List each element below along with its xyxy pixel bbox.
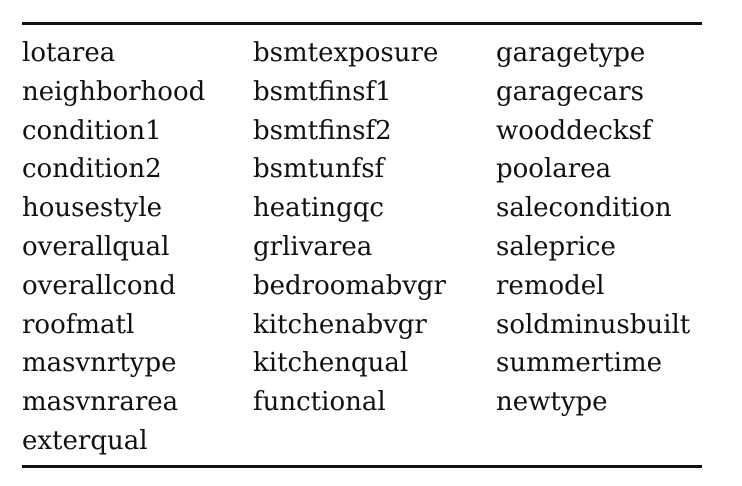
table-cell: neighborhood — [22, 76, 206, 107]
table-cell: lotarea — [22, 38, 116, 68]
table-cell: masvnrtype — [22, 348, 177, 379]
table-cell: summertime — [496, 348, 663, 379]
table-cell: poolarea — [496, 154, 612, 185]
table-cell: wooddecksf — [496, 115, 652, 146]
table-cell: housestyle — [22, 193, 163, 224]
table-cell: kitchenqual — [253, 348, 409, 379]
table-cell: bsmtfinsf1 — [253, 76, 392, 107]
table-cell: saleprice — [496, 231, 616, 262]
table-cell: newtype — [496, 387, 608, 418]
table-cell: bedroomabvgr — [253, 270, 446, 301]
table-cell: kitchenabvgr — [253, 309, 427, 340]
table-column-1: lotarea neighborhood condition1 conditio… — [22, 34, 205, 461]
table-cell: salecondition — [496, 193, 672, 224]
table-cell: masvnrarea — [22, 387, 179, 418]
table-bottom-rule — [22, 465, 702, 468]
table-cell: overallcond — [22, 270, 176, 301]
table-cell: bsmtunfsf — [253, 154, 385, 185]
table-cell: bsmtexposure — [253, 38, 439, 68]
table-cell: bsmtfinsf2 — [253, 115, 392, 146]
table-cell: heatingqc — [253, 193, 384, 224]
table-cell: remodel — [496, 270, 605, 301]
table-cell: functional — [253, 387, 386, 418]
table-cell: garagecars — [496, 76, 644, 107]
table-cell: soldminusbuilt — [496, 309, 691, 340]
table-cell: overallqual — [22, 231, 170, 262]
table-column-3: garagetype garagecars wooddecksf poolare… — [496, 34, 690, 422]
table-top-rule — [22, 22, 702, 25]
table-column-2: bsmtexposure bsmtfinsf1 bsmtfinsf2 bsmtu… — [253, 34, 446, 422]
table-cell: grlivarea — [253, 231, 373, 262]
table-cell: condition1 — [22, 115, 162, 146]
table-cell: garagetype — [496, 38, 646, 68]
table-cell: exterqual — [22, 425, 148, 456]
table-cell: condition2 — [22, 154, 162, 185]
table-cell: roofmatl — [22, 309, 135, 340]
